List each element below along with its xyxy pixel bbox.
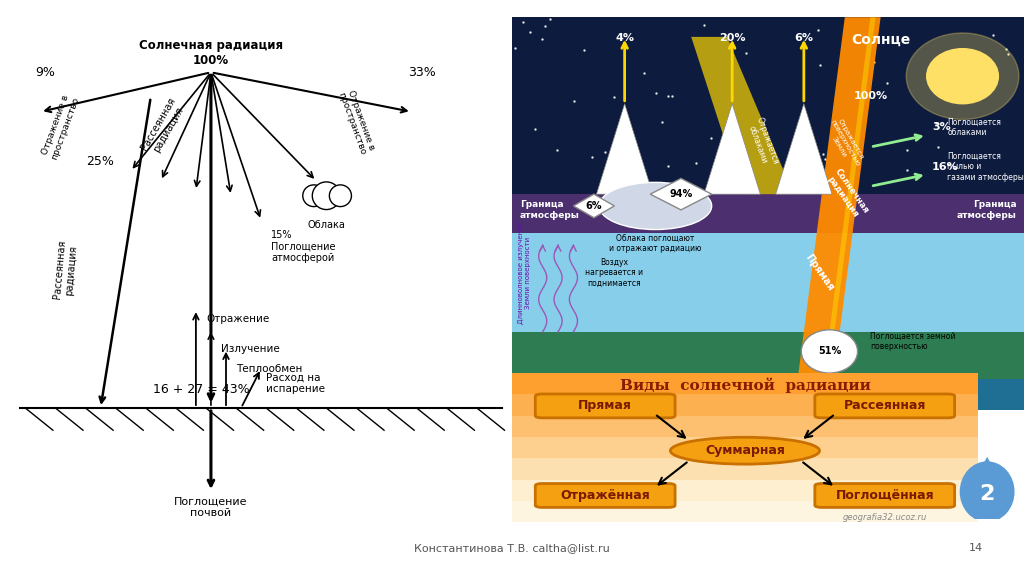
Text: Поглощённая: Поглощённая: [836, 489, 934, 502]
Text: 15%
Поглощение
атмосферой: 15% Поглощение атмосферой: [271, 230, 336, 263]
Text: 33%: 33%: [408, 66, 435, 79]
Ellipse shape: [599, 183, 712, 230]
Circle shape: [330, 185, 351, 207]
Circle shape: [802, 330, 858, 373]
Text: Длинноволновое излучение
Земли поверхности: Длинноволновое излучение Земли поверхнос…: [518, 222, 531, 324]
Bar: [512, 373, 978, 394]
Text: Прямая: Прямая: [579, 400, 632, 413]
Bar: [512, 234, 1024, 332]
Text: Поверхность  Земли: Поверхность Земли: [670, 392, 815, 405]
Polygon shape: [705, 104, 760, 194]
Text: 20%: 20%: [719, 33, 745, 43]
Text: Отражается
облаками: Отражается облаками: [745, 117, 780, 170]
Text: рассеивается: рассеивается: [796, 127, 822, 182]
Polygon shape: [819, 17, 876, 410]
Text: 94%: 94%: [670, 189, 692, 199]
Text: Граница
атмосферы: Граница атмосферы: [519, 200, 580, 220]
Text: Излучение: Излучение: [221, 344, 280, 354]
Ellipse shape: [671, 437, 819, 464]
Text: Рассеянная
радиация: Рассеянная радиация: [139, 95, 187, 158]
Bar: [512, 480, 978, 501]
Text: Поглощается
пылью и
газами атмосферы: Поглощается пылью и газами атмосферы: [947, 152, 1024, 181]
FancyBboxPatch shape: [815, 483, 954, 507]
Text: Облака поглощают
и отражают радиацию: Облака поглощают и отражают радиацию: [609, 234, 701, 253]
Text: Отражается
поверхностью
Земли: Отражается поверхностью Земли: [823, 115, 866, 170]
Text: 6%: 6%: [586, 201, 602, 211]
Text: Виды  солнечной  радиации: Виды солнечной радиации: [620, 378, 870, 393]
FancyBboxPatch shape: [536, 394, 675, 418]
Text: 3%: 3%: [932, 122, 950, 133]
Circle shape: [927, 49, 998, 104]
Polygon shape: [776, 104, 831, 194]
Polygon shape: [650, 179, 712, 210]
Text: Расход на
испарение: Расход на испарение: [266, 373, 326, 394]
Text: 6%: 6%: [795, 33, 813, 43]
Bar: [512, 394, 978, 416]
Bar: [512, 332, 1024, 410]
FancyBboxPatch shape: [536, 483, 675, 507]
Text: Поглощение
почвой: Поглощение почвой: [174, 497, 248, 518]
Text: Суммарная: Суммарная: [705, 444, 785, 457]
Bar: [512, 17, 1024, 194]
Bar: [512, 194, 1024, 234]
Text: Рассеянная: Рассеянная: [844, 400, 926, 413]
Text: 16%: 16%: [932, 162, 958, 172]
Text: Теплообмен: Теплообмен: [236, 363, 302, 374]
Text: 4%: 4%: [615, 33, 634, 43]
Text: 25%: 25%: [87, 154, 115, 168]
Text: 14: 14: [969, 543, 983, 553]
Text: Солнечная
радиация: Солнечная радиация: [824, 167, 870, 221]
Text: Облака: Облака: [307, 220, 345, 230]
Text: Граница
атмосферы: Граница атмосферы: [956, 200, 1016, 220]
Circle shape: [312, 182, 340, 210]
Text: Поглощается земной
поверхностью: Поглощается земной поверхностью: [870, 332, 955, 351]
Text: 100%: 100%: [853, 91, 888, 101]
Text: 9%: 9%: [36, 66, 55, 79]
Circle shape: [906, 33, 1019, 119]
Polygon shape: [573, 194, 614, 218]
Bar: [512, 379, 1024, 410]
Text: Прямая: Прямая: [803, 253, 836, 293]
Text: Солнце: Солнце: [851, 33, 910, 47]
Text: Поглощается
облаками: Поглощается облаками: [947, 118, 1001, 137]
Bar: [512, 459, 978, 480]
Circle shape: [961, 462, 1014, 521]
Bar: [512, 437, 978, 459]
Polygon shape: [596, 104, 653, 194]
Polygon shape: [978, 457, 996, 473]
Text: 51%: 51%: [818, 347, 841, 356]
Text: Солнечная радиация
100%: Солнечная радиация 100%: [139, 40, 283, 67]
Polygon shape: [691, 37, 794, 194]
Text: Отражение в
пространство: Отражение в пространство: [40, 92, 81, 161]
Bar: [512, 501, 978, 522]
Text: Отражённая: Отражённая: [560, 489, 650, 502]
Text: Отражение: Отражение: [206, 314, 269, 324]
Polygon shape: [794, 17, 881, 410]
Text: Воздух
нагревается и
поднимается: Воздух нагревается и поднимается: [586, 258, 643, 288]
FancyBboxPatch shape: [815, 394, 954, 418]
Text: 2: 2: [979, 484, 995, 505]
Text: geografia32.ucoz.ru: geografia32.ucoz.ru: [843, 513, 927, 522]
Text: 16 + 27 = 43%: 16 + 27 = 43%: [153, 383, 249, 395]
Text: Рассеянная
радиация: Рассеянная радиация: [52, 239, 79, 300]
Text: Отражение в
пространство: Отражение в пространство: [336, 87, 377, 156]
Circle shape: [303, 185, 325, 207]
Bar: [512, 416, 978, 437]
Text: Константинова Т.В. caltha@list.ru: Константинова Т.В. caltha@list.ru: [414, 543, 610, 553]
